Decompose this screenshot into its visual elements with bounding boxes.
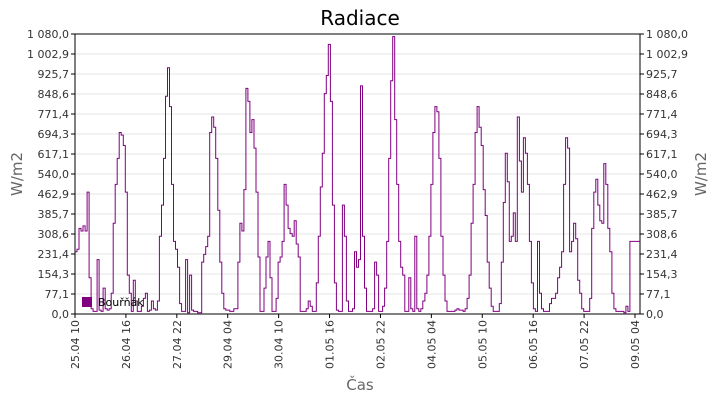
y-tick-label-right: 231,4: [646, 248, 678, 261]
y-tick-label-right: 385,7: [646, 208, 678, 221]
x-tick-label: 30.04 10: [273, 320, 286, 369]
x-tick-label: 09.05 04: [629, 320, 642, 369]
y-tick-label-right: 154,3: [646, 268, 678, 281]
legend-label: Bouřňák: [98, 296, 144, 309]
y-tick-label-left: 385,7: [38, 208, 70, 221]
x-tick-label: 26.04 16: [120, 320, 133, 369]
y-tick-label-right: 848,6: [646, 88, 678, 101]
x-tick-label: 02.05 22: [374, 320, 387, 369]
y-tick-label-left: 77,1: [45, 288, 70, 301]
y-tick-label-right: 617,1: [646, 148, 678, 161]
y-axis-label-right: W/m2: [692, 152, 710, 196]
series-line-bourak: [75, 36, 640, 314]
legend-swatch: [82, 297, 92, 307]
x-tick-label: 27.04 22: [171, 320, 184, 369]
y-tick-label-left: 0,0: [52, 308, 70, 321]
y-tick-label-left: 308,6: [38, 228, 70, 241]
y-tick-label-right: 77,1: [646, 288, 671, 301]
y-tick-label-right: 462,9: [646, 188, 678, 201]
x-tick-label: 06.05 16: [527, 320, 540, 369]
y-tick-label-right: 0,0: [646, 308, 664, 321]
legend: Bouřňák: [82, 296, 144, 309]
y-axis-label-left: W/m2: [8, 152, 26, 196]
y-tick-label-right: 308,6: [646, 228, 678, 241]
y-tick-label-left: 462,9: [38, 188, 70, 201]
x-tick-label: 04.05 04: [425, 320, 438, 369]
y-tick-label-left: 848,6: [38, 88, 70, 101]
y-tick-label-left: 540,0: [38, 168, 70, 181]
x-tick-label: 29.04 04: [222, 320, 235, 369]
x-axis-label: Čas: [346, 375, 374, 394]
x-tick-label: 07.05 22: [578, 320, 591, 369]
y-tick-label-right: 925,7: [646, 68, 678, 81]
y-tick-label-right: 771,4: [646, 108, 678, 121]
y-tick-label-left: 1 080,0: [27, 28, 69, 41]
y-tick-label-right: 694,3: [646, 128, 678, 141]
y-tick-label-left: 231,4: [38, 248, 70, 261]
y-tick-label-left: 694,3: [38, 128, 70, 141]
y-tick-label-left: 1 002,9: [27, 48, 69, 61]
y-tick-label-right: 1 002,9: [646, 48, 688, 61]
y-tick-label-right: 540,0: [646, 168, 678, 181]
x-tick-label: 01.05 16: [324, 320, 337, 369]
y-tick-label-left: 771,4: [38, 108, 70, 121]
x-tick-label: 05.05 10: [476, 320, 489, 369]
y-tick-label-left: 154,3: [38, 268, 70, 281]
y-tick-label-right: 1 080,0: [646, 28, 688, 41]
chart-title: Radiace: [320, 6, 400, 30]
y-tick-label-left: 617,1: [38, 148, 70, 161]
x-tick-label: 25.04 10: [69, 320, 82, 369]
y-tick-label-left: 925,7: [38, 68, 70, 81]
axis-ticks: [71, 33, 644, 318]
